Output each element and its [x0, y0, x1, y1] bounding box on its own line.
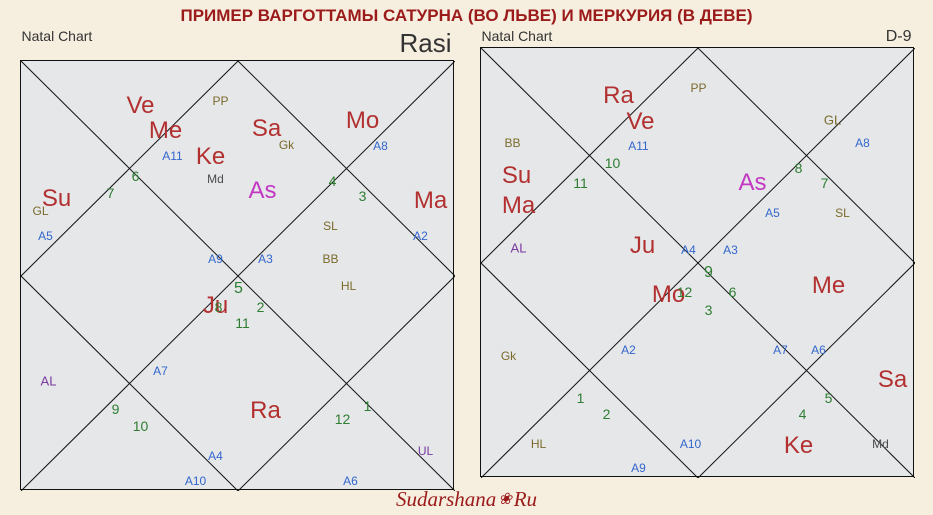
chart-d9-box: RaVe PP GL BB A11 A8 Su Ma 10 11 8 7 As A5 SL AL Ju A4 A3 M…	[480, 47, 914, 477]
chart-label: A8	[855, 137, 870, 149]
chart-label: Gk	[501, 350, 516, 362]
chart-rasi-header-right: Rasi	[399, 28, 451, 59]
chart-label: A3	[723, 244, 738, 256]
chart-label: A5	[38, 230, 53, 242]
chart-label: Ra	[603, 84, 634, 108]
chart-label: 6	[132, 169, 140, 183]
chart-label: A8	[373, 140, 388, 152]
chart-label: As	[248, 179, 276, 203]
chart-label: Md	[207, 173, 224, 185]
chart-label: 3	[359, 189, 367, 203]
chart-label: SL	[323, 220, 338, 232]
chart-label: Ke	[784, 434, 813, 458]
chart-label: Me	[812, 274, 845, 298]
chart-label: As	[738, 171, 766, 195]
chart-label: A10	[680, 438, 701, 450]
chart-label: 9	[704, 265, 713, 281]
chart-rasi-box: VeMePPSaKeGkMoAsA11MdA8SuGLMaA5SLA27643A…	[20, 60, 454, 490]
chart-label: A10	[185, 475, 206, 487]
chart-label: 6	[729, 285, 737, 299]
watermark-left: Sudarshana	[396, 487, 496, 511]
chart-label: Gk	[279, 139, 294, 151]
chart-label: A4	[681, 244, 696, 256]
chart-label: 8	[795, 161, 803, 175]
chart-label: Ve	[126, 94, 154, 118]
chart-label: PP	[690, 82, 706, 94]
chart-label: HL	[341, 280, 356, 292]
chart-label: 10	[605, 156, 621, 170]
chart-label: Ve	[626, 110, 654, 134]
chart-label: GL	[824, 114, 841, 127]
chart-label: Ke	[196, 145, 225, 169]
chart-label: 3	[705, 303, 713, 317]
chart-label: 4	[329, 174, 337, 188]
chart-label: A11	[628, 140, 648, 152]
chart-label: A5	[765, 207, 780, 219]
chart-label: 10	[133, 419, 149, 433]
chart-label: 5	[825, 391, 833, 405]
chart-label: 2	[603, 407, 611, 421]
chart-label: GL	[32, 205, 48, 217]
chart-label: UL	[418, 445, 433, 457]
chart-label: 12	[335, 412, 351, 426]
chart-label: BB	[322, 253, 338, 265]
chart-label: 1	[577, 391, 585, 405]
chart-rasi: Natal Chart Rasi VeMe PP Sa Ke Gk Mo As A11 Md A8…	[20, 28, 454, 490]
chart-label: 4	[799, 407, 807, 421]
chart-label: AL	[41, 375, 57, 388]
chart-label: A3	[258, 253, 273, 265]
chart-label: 2	[257, 300, 265, 314]
flower-icon: ❀	[498, 489, 511, 509]
chart-label: A6	[343, 475, 358, 487]
chart-label: 11	[235, 316, 250, 330]
chart-label: PP	[212, 95, 228, 107]
watermark: Sudarshana❀Ru	[0, 487, 933, 512]
chart-label: Ma	[502, 194, 535, 218]
chart-label: A4	[208, 450, 223, 462]
chart-label: A2	[413, 230, 428, 242]
chart-label: 7	[821, 176, 829, 190]
chart-label: Me	[149, 119, 182, 143]
chart-d9-header-left: Natal Chart	[482, 28, 553, 46]
chart-rasi-header-left: Natal Chart	[22, 28, 93, 59]
chart-label: A9	[631, 462, 646, 474]
chart-label: SL	[835, 207, 850, 219]
chart-label: 8	[215, 300, 223, 314]
chart-label: 1	[364, 399, 372, 413]
chart-label: Ju	[630, 234, 655, 258]
chart-label: A6	[811, 344, 826, 356]
chart-label: A7	[773, 344, 788, 356]
chart-label: Md	[872, 438, 889, 450]
chart-label: 11	[573, 176, 588, 190]
chart-label: Ma	[414, 189, 447, 213]
charts-container: Natal Chart Rasi VeMePPSaKeGkMoAsA11MdA8…	[0, 28, 933, 490]
chart-label: AL	[511, 242, 527, 255]
chart-label: A11	[162, 150, 182, 162]
watermark-right: Ru	[514, 487, 537, 511]
chart-label: Su	[502, 164, 531, 188]
chart-label: Mo	[346, 109, 379, 133]
chart-d9-header-right: D-9	[886, 28, 912, 46]
chart-label: 12	[677, 285, 693, 299]
chart-label: HL	[531, 438, 546, 450]
chart-label: 9	[112, 402, 120, 416]
chart-label: 7	[107, 186, 115, 200]
chart-label: Ra	[250, 399, 281, 423]
chart-label: A2	[621, 344, 636, 356]
chart-d9: Natal Chart D-9 RaVe PP GL BB A11 A8 Su Ma 10 11 8…	[480, 28, 914, 490]
chart-label: Sa	[252, 117, 281, 141]
chart-label: A7	[153, 365, 168, 377]
page-title: ПРИМЕР ВАРГОТТАМЫ САТУРНА (ВО ЛЬВЕ) И МЕ…	[0, 0, 933, 26]
chart-label: 5	[234, 281, 243, 297]
chart-label: Sa	[878, 368, 907, 392]
chart-label: A9	[208, 253, 223, 265]
chart-label: BB	[504, 137, 520, 149]
